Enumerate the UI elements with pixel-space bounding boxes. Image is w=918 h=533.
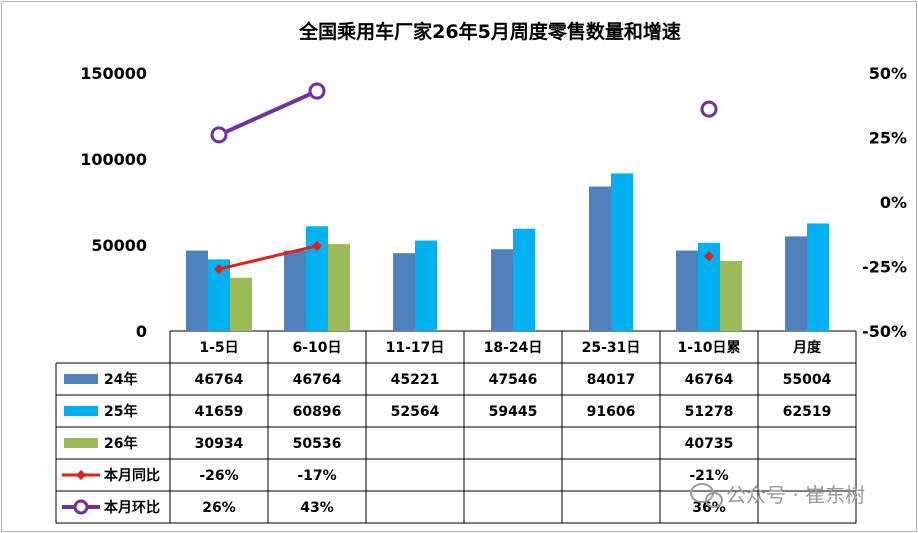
point-本月环比 xyxy=(210,126,228,144)
category-label: 月度 xyxy=(792,339,822,356)
legend-label: 25年 xyxy=(104,403,137,420)
bar-26年 xyxy=(720,260,742,331)
bar-25年 xyxy=(306,226,328,331)
data-label: 26% xyxy=(202,500,236,516)
y-axis-left: 0 50000 100000 150000 xyxy=(80,64,147,341)
point-本月环比 xyxy=(700,100,718,118)
point-本月环比 xyxy=(308,82,326,100)
bar-26年 xyxy=(230,277,252,331)
category-label: 18-24日 xyxy=(484,340,543,356)
data-label: 51278 xyxy=(685,404,734,420)
y-left-tick-label: 100000 xyxy=(80,150,147,169)
data-label: 60896 xyxy=(293,404,342,420)
data-label: 46764 xyxy=(195,372,244,388)
point-本月同比 xyxy=(312,240,322,251)
data-label: 59445 xyxy=(489,404,538,420)
watermark: 公众号 · 崔东树 xyxy=(690,483,865,508)
data-label: -21% xyxy=(689,468,728,484)
chart-title: 全国乘用车厂家26年5月周度零售数量和增速 xyxy=(298,20,681,43)
category-label: 1-10日累 xyxy=(677,340,740,356)
data-label: 30934 xyxy=(195,436,244,452)
data-label: 91606 xyxy=(587,404,636,420)
legend-label: 本月环比 xyxy=(104,499,160,516)
point-本月同比 xyxy=(214,264,224,275)
legend-marker-本月同比 xyxy=(76,470,86,480)
bar-25年 xyxy=(415,240,437,331)
legend-label: 本月同比 xyxy=(104,467,160,484)
data-label: 36% xyxy=(692,500,726,516)
bar-series xyxy=(186,173,829,331)
data-label: 62519 xyxy=(783,404,832,420)
y-right-tick-label: 0% xyxy=(880,193,907,212)
data-label: 41659 xyxy=(195,404,244,420)
y-right-tick-label: 25% xyxy=(869,129,907,148)
bar-25年 xyxy=(611,173,633,331)
bar-25年 xyxy=(698,242,720,331)
data-label: 50536 xyxy=(293,436,342,452)
bar-25年 xyxy=(513,228,535,331)
y-right-tick-label: -25% xyxy=(862,258,907,277)
data-table: 1-5日 6-10日 11-17日 18-24日 25-31日 1-10日累 月度 24年 46… xyxy=(62,339,832,516)
bar-24年 xyxy=(393,253,415,331)
bar-24年 xyxy=(186,250,208,331)
bar-25年 xyxy=(208,259,230,331)
line-本月同比 xyxy=(218,244,318,271)
line-本月环比 xyxy=(218,89,318,137)
bar-25年 xyxy=(807,223,829,331)
data-label: 47546 xyxy=(489,372,538,388)
data-label: -17% xyxy=(297,468,336,484)
bar-24年 xyxy=(676,250,698,331)
y-axis-right: -50% -25% 0% 25% 50% xyxy=(862,64,907,341)
data-label: -26% xyxy=(199,468,238,484)
category-label: 25-31日 xyxy=(582,340,641,356)
y-right-tick-label: 50% xyxy=(869,64,907,83)
data-label: 46764 xyxy=(685,372,734,388)
category-label: 1-5日 xyxy=(199,340,238,356)
legend-swatch-25年 xyxy=(64,406,98,416)
line-series xyxy=(210,82,718,275)
data-label: 40735 xyxy=(685,436,734,452)
bar-24年 xyxy=(284,250,306,331)
data-label: 55004 xyxy=(783,372,832,388)
wechat-logo-icon xyxy=(690,483,723,508)
y-left-tick-label: 150000 xyxy=(80,64,147,83)
y-right-tick-label: -50% xyxy=(862,322,907,341)
data-label: 46764 xyxy=(293,372,342,388)
y-left-tick-label: 50000 xyxy=(91,236,147,255)
data-label: 45221 xyxy=(391,372,440,388)
category-label: 6-10日 xyxy=(292,340,341,356)
bar-24年 xyxy=(589,186,611,331)
data-label: 52564 xyxy=(391,404,440,420)
legend-marker-本月环比 xyxy=(73,499,89,515)
bar-24年 xyxy=(785,236,807,331)
bar-26年 xyxy=(328,244,350,331)
legend-label: 24年 xyxy=(104,371,137,388)
legend-swatch-24年 xyxy=(64,374,98,384)
y-left-tick-label: 0 xyxy=(136,322,147,341)
legend-label: 26年 xyxy=(104,435,137,452)
category-label: 11-17日 xyxy=(386,340,445,356)
point-本月同比 xyxy=(704,251,714,262)
bar-24年 xyxy=(491,249,513,331)
data-label: 43% xyxy=(300,500,334,516)
legend-swatch-26年 xyxy=(64,438,98,448)
data-label: 84017 xyxy=(587,372,636,388)
watermark-text: 公众号 · 崔东树 xyxy=(726,483,865,507)
